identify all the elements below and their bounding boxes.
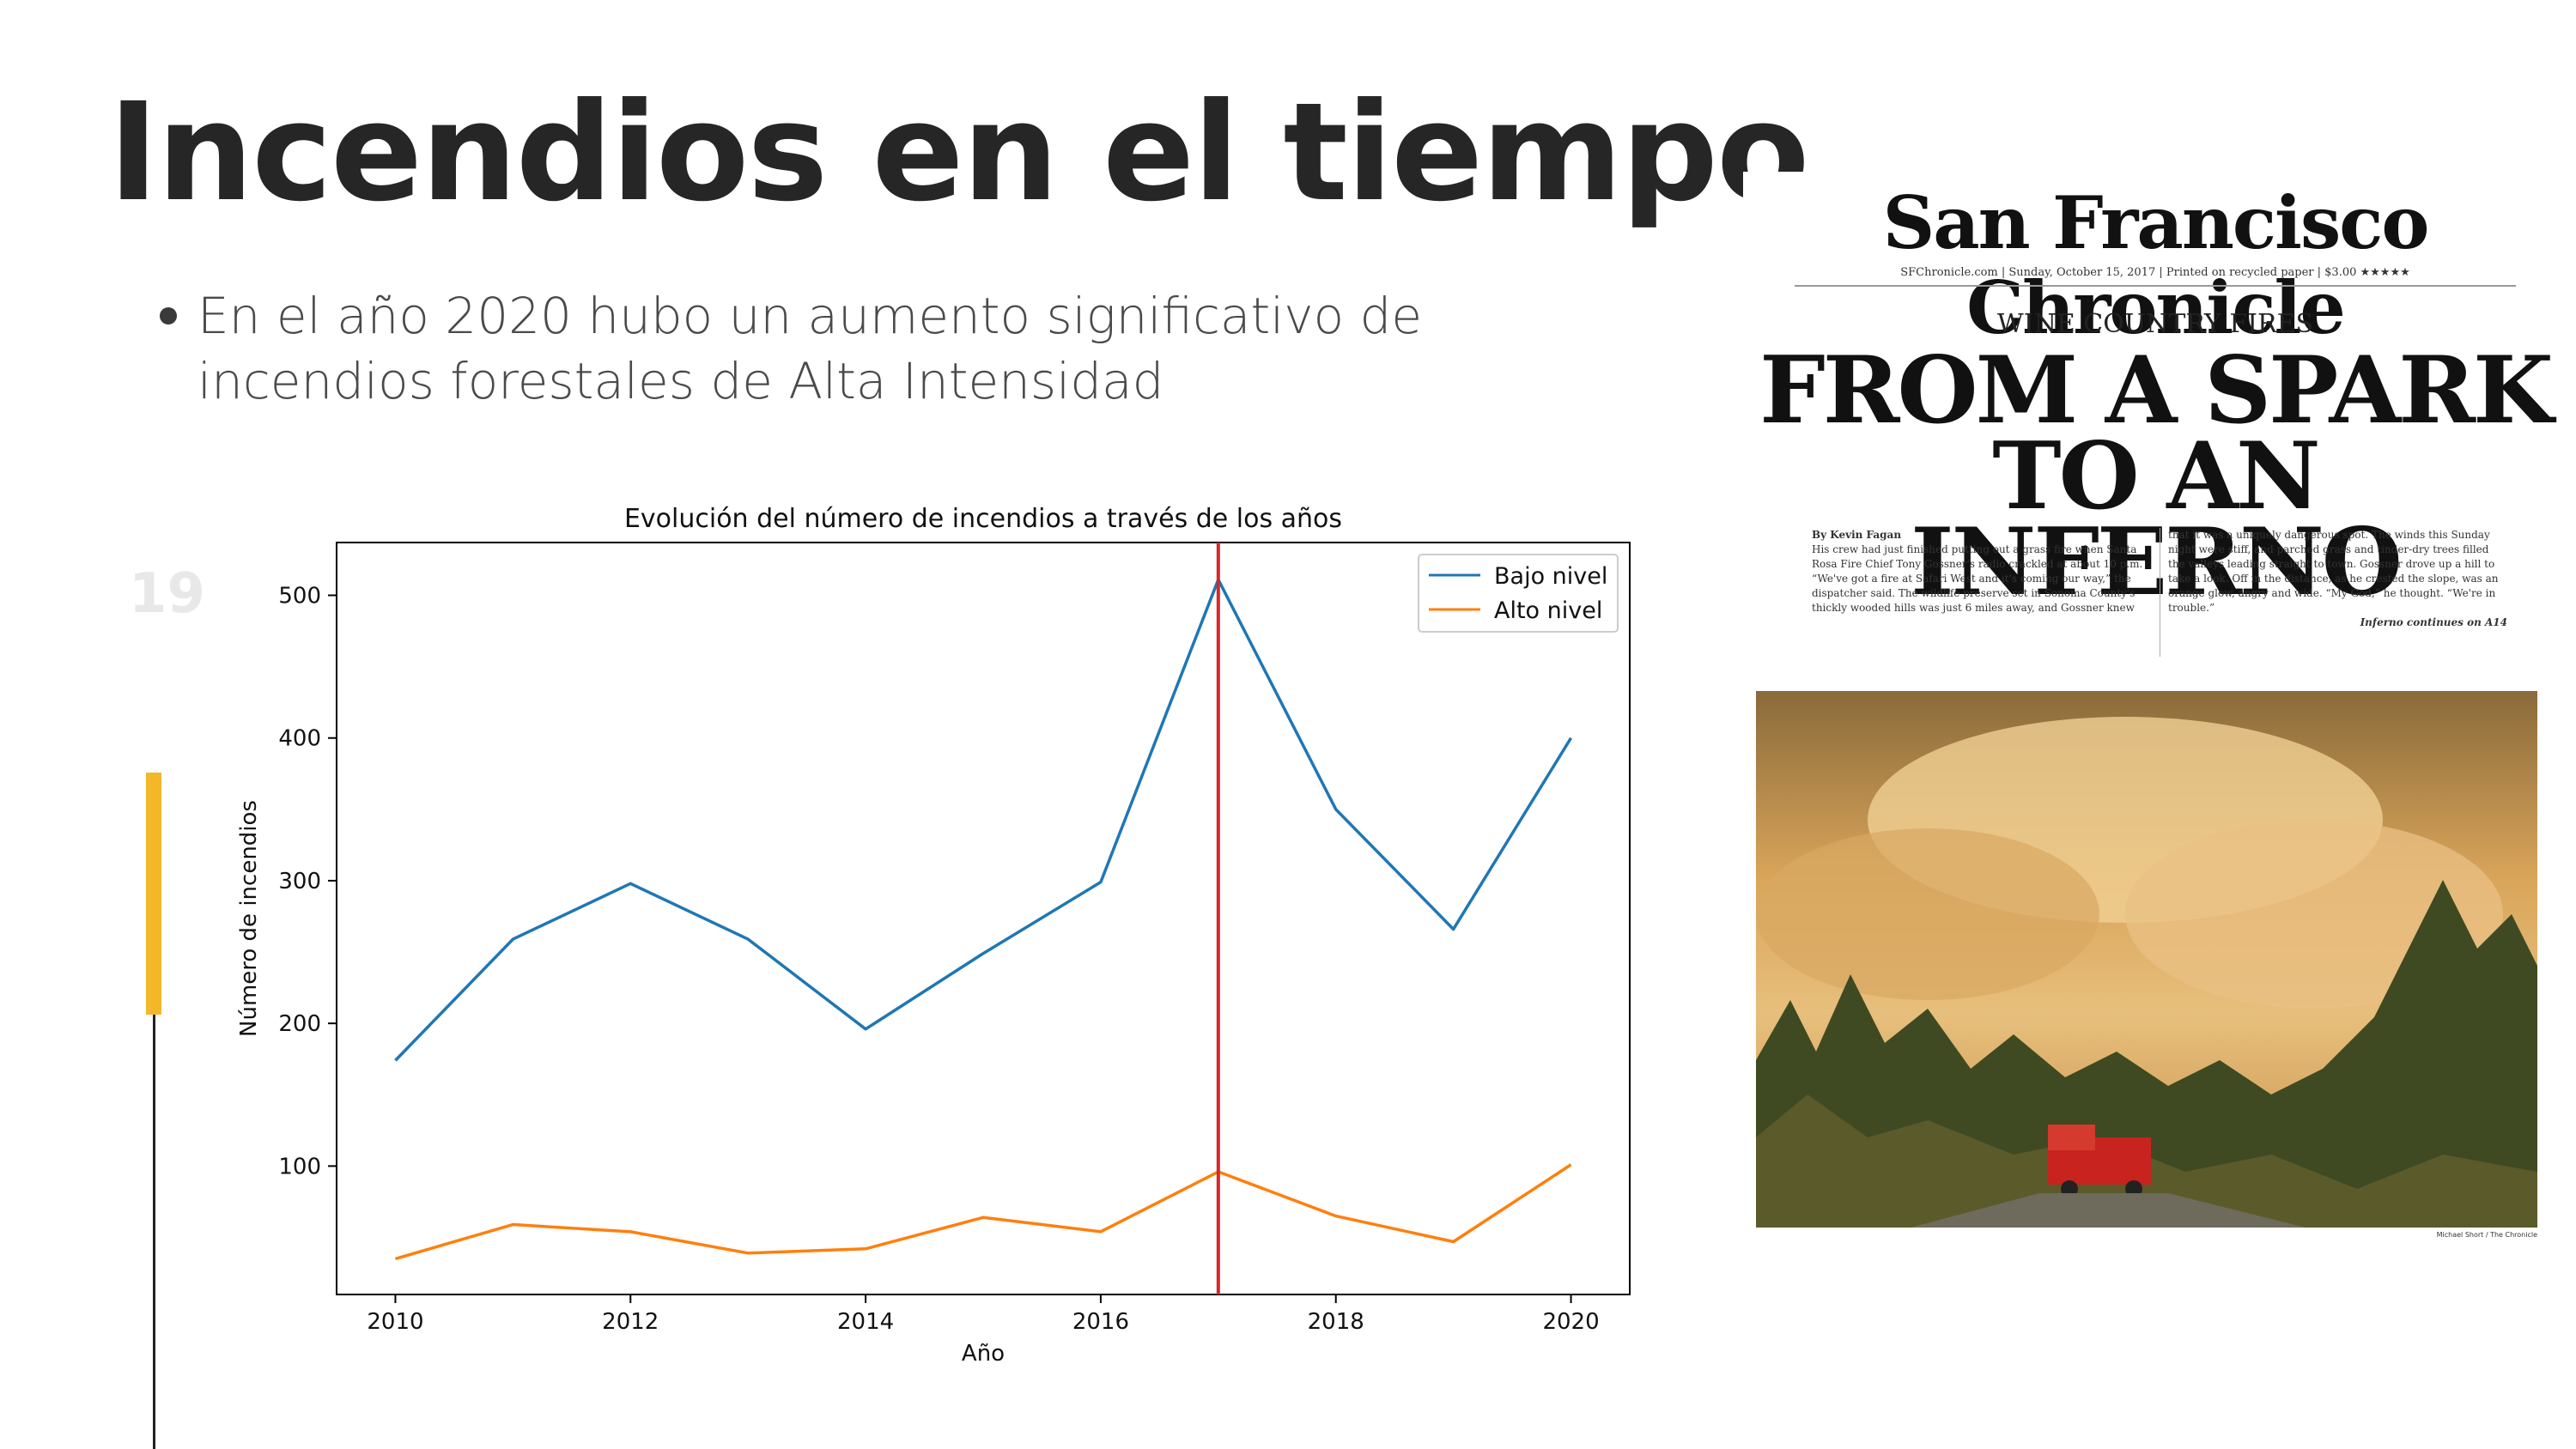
- legend-label-alto: Alto nivel: [1494, 597, 1602, 624]
- y-tick-label: 400: [278, 726, 321, 752]
- x-tick-label: 2018: [1308, 1309, 1364, 1335]
- series-line-bajo-nivel: [394, 578, 1573, 1062]
- y-axis-label: Número de incendios: [236, 800, 262, 1037]
- newspaper-front-page: San Francisco Chronicle SFChronicle.com …: [1743, 172, 2567, 1245]
- x-tick-label: 2014: [837, 1309, 894, 1335]
- photo-credit: Michael Short / The Chronicle: [2436, 1231, 2537, 1239]
- x-axis-ticks: 2010 2012 2014 2016 2018 2020: [367, 1294, 1600, 1335]
- article-byline: By Kevin Fagan: [1812, 529, 1902, 541]
- x-tick-label: 2012: [602, 1309, 659, 1335]
- article-text-col1: His crew had just finished putting out a…: [1812, 543, 2143, 614]
- chart-legend: Bajo nivel Alto nivel: [1418, 554, 1619, 633]
- series-line-alto-nivel: [394, 1163, 1572, 1261]
- slide-title: Incendios en el tiempo: [108, 74, 1810, 232]
- timeline-line: [153, 773, 155, 1449]
- y-axis-ticks: 100 200 300 400 500: [278, 584, 337, 1179]
- y-tick-label: 200: [278, 1011, 321, 1037]
- article-column-2: that it was a uniquely dangerous spot. T…: [2168, 528, 2507, 630]
- bullet-dot: [160, 307, 177, 324]
- article-column-1: By Kevin Fagan His crew had just finishe…: [1812, 528, 2151, 615]
- timeline-accent-bar: [146, 773, 161, 1015]
- article-continued: Inferno continues on A14: [2360, 616, 2507, 628]
- x-axis-label: Año: [962, 1341, 1005, 1367]
- legend-label-bajo: Bajo nivel: [1494, 563, 1607, 590]
- newspaper-kicker: WINE COUNTRY FIRES: [1996, 309, 2314, 339]
- headline-line-1: FROM A SPARK: [1759, 336, 2554, 445]
- bullet-point: En el año 2020 hubo un aumento significa…: [160, 283, 1657, 414]
- page-number: 19: [129, 562, 206, 626]
- y-tick-label: 500: [278, 584, 321, 609]
- road: [1911, 1193, 2306, 1228]
- x-tick-label: 2016: [1072, 1309, 1129, 1335]
- series-layer: [394, 543, 1573, 1294]
- newspaper-dateline: SFChronicle.com | Sunday, October 15, 20…: [1900, 266, 2410, 279]
- fire-truck-cab: [2048, 1125, 2095, 1150]
- plot-area-frame: [336, 542, 1631, 1295]
- newspaper-headline: FROM A SPARK TO AN INFERNO: [1743, 336, 2567, 616]
- article-text-col2: that it was a uniquely dangerous spot. T…: [2168, 529, 2499, 614]
- wildfire-photo: [1756, 691, 2537, 1228]
- newspaper-masthead: San Francisco Chronicle: [1882, 180, 2430, 350]
- headline-line-2: TO AN INFERNO: [1911, 422, 2403, 616]
- article-body: By Kevin Fagan His crew had just finishe…: [1812, 528, 2507, 657]
- chart-title: Evolución del número de incendios a trav…: [624, 504, 1342, 534]
- bullet-text: En el año 2020 hubo un aumento significa…: [197, 287, 1423, 410]
- line-chart: Evolución del número de incendios a trav…: [236, 504, 1631, 1367]
- y-tick-label: 100: [278, 1154, 321, 1179]
- y-tick-label: 300: [278, 869, 321, 894]
- x-tick-label: 2010: [367, 1309, 423, 1335]
- masthead-rule: [1795, 285, 2516, 287]
- smoke-cloud: [1756, 828, 2099, 1000]
- x-tick-label: 2020: [1542, 1309, 1599, 1335]
